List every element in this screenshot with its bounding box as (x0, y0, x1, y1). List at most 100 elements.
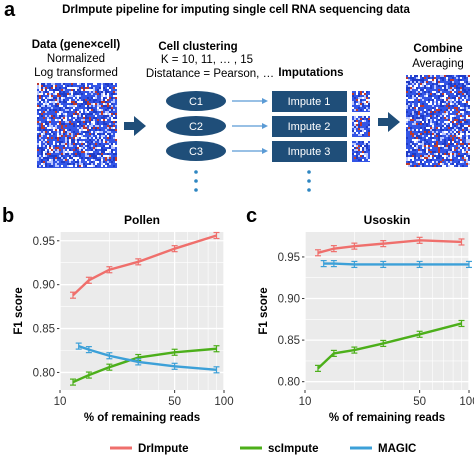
panel-c: c 0.80 0.85 0.90 0.95 10 50 100 Usoskin % of rem… (246, 205, 474, 424)
combined-heatmap (406, 75, 470, 167)
panel-c-letter: c (246, 205, 257, 227)
x-axis-label: % of remaining reads (329, 412, 445, 424)
cluster-c1: C1 (166, 91, 226, 111)
imputations-title: Imputations (278, 67, 343, 79)
data-point-magic (320, 260, 327, 268)
chart-title: Usoskin (364, 213, 411, 227)
data-point-magic (416, 260, 423, 269)
data-point-magic (135, 358, 142, 366)
cluster-c2-label: C2 (189, 121, 203, 133)
x-tick-label: 100 (214, 396, 233, 408)
y-tick-label: 0.80 (278, 377, 300, 389)
cluster-c1-label: C1 (189, 96, 203, 108)
x-tick-label: 10 (54, 396, 67, 408)
y-axis-label: F1 score (13, 287, 25, 334)
impute-3-label: Impute 3 (288, 146, 331, 158)
panel-b: b 0.80 0.85 0.90 0.95 10 50 100 Pollen % of rema… (2, 205, 234, 424)
data-log-transformed: Log transformed (34, 67, 118, 79)
clustering-distance: Distatance = Pearson, … (146, 68, 274, 80)
data-point-drimpute (351, 242, 358, 250)
impute-1: Impute 1 (272, 91, 347, 112)
cluster-c3: C3 (166, 141, 226, 161)
data-point-magic (106, 352, 113, 360)
data-point-drimpute (213, 231, 220, 240)
arrow-data-to-clustering (124, 116, 146, 136)
data-point-magic (75, 342, 82, 350)
data-point-drimpute (330, 245, 337, 253)
data-point-magic (351, 260, 358, 269)
data-point-drimpute (85, 276, 92, 284)
legend-item-drimpute: DrImpute (110, 443, 188, 455)
cell-clustering-title: Cell clustering (158, 41, 237, 53)
data-point-drimpute (135, 258, 142, 266)
data-point-scimpute (351, 346, 358, 354)
data-point-drimpute (106, 266, 113, 274)
data-point-scimpute (69, 378, 76, 386)
impute-ellipsis-dots (307, 170, 311, 192)
series-line-scimpute (72, 347, 217, 384)
data-point-scimpute (213, 345, 220, 353)
clustering-k-range: K = 10, 11, … , 15 (161, 54, 253, 66)
y-tick-label: 0.90 (33, 280, 55, 292)
y-tick-label: 0.85 (33, 324, 55, 336)
combine-title: Combine (413, 43, 462, 55)
data-point-drimpute (69, 291, 76, 299)
data-label: Data (gene×cell) (32, 39, 121, 51)
x-tick-label: 100 (459, 396, 474, 408)
arrow-imputes-to-combine (378, 112, 400, 132)
data-point-magic (466, 260, 472, 269)
legend-label: MAGIC (378, 443, 416, 455)
impute-2: Impute 2 (272, 116, 347, 137)
y-axis-label: F1 score (258, 287, 270, 334)
input-heatmap (37, 83, 117, 168)
data-point-magic (171, 362, 178, 370)
data-point-magic (380, 260, 387, 269)
y-tick-label: 0.95 (278, 252, 300, 264)
plot-background (60, 232, 224, 390)
panel-a: a DrImpute pipeline for imputing single … (4, 0, 470, 192)
y-tick-label: 0.95 (33, 236, 55, 248)
y-tick-label: 0.85 (278, 335, 300, 347)
impute-1-heatmap (352, 91, 370, 112)
legend-label: DrImpute (138, 443, 188, 455)
data-normalized: Normalized (47, 53, 105, 65)
chart-pollen: 0.80 0.85 0.90 0.95 10 50 100 Pollen % of remain… (13, 213, 234, 424)
panel-a-title: DrImpute pipeline for imputing single ce… (62, 4, 410, 16)
plot-background (305, 232, 469, 390)
x-tick-label: 50 (413, 396, 426, 408)
x-axis-label: % of remaining reads (84, 412, 200, 424)
data-point-scimpute (416, 330, 423, 338)
data-point-drimpute (380, 240, 387, 248)
data-point-magic (85, 346, 92, 354)
data-point-scimpute (458, 319, 465, 328)
data-point-scimpute (314, 364, 321, 372)
chart-title: Pollen (124, 213, 160, 227)
combine-averaging: Averaging (412, 58, 464, 70)
data-point-scimpute (330, 349, 337, 358)
y-tick-label: 0.80 (33, 367, 55, 379)
series-line-drimpute (317, 239, 462, 254)
data-point-scimpute (85, 371, 92, 379)
cluster-c2: C2 (166, 116, 226, 136)
data-point-drimpute (458, 238, 465, 246)
legend: DrImpute scImpute MAGIC (110, 443, 416, 455)
x-tick-label: 50 (168, 396, 181, 408)
legend-item-magic: MAGIC (350, 443, 416, 455)
cluster-ellipsis-dots (194, 170, 198, 192)
legend-item-scimpute: scImpute (240, 443, 319, 455)
x-tick-label: 10 (299, 396, 312, 408)
panel-b-letter: b (2, 205, 14, 227)
series-line-magic (323, 262, 469, 266)
data-point-drimpute (416, 236, 423, 244)
data-point-drimpute (171, 245, 178, 253)
chart-usoskin: 0.80 0.85 0.90 0.95 10 50 100 Usoskin % of remai… (258, 213, 474, 424)
impute-1-label: Impute 1 (288, 96, 331, 108)
data-point-magic (330, 260, 337, 268)
cluster-to-impute-arrows (232, 98, 268, 154)
impute-2-label: Impute 2 (288, 121, 331, 133)
panel-a-letter: a (4, 0, 16, 21)
y-tick-label: 0.90 (278, 294, 300, 306)
data-point-magic (213, 366, 220, 374)
impute-3-heatmap (352, 141, 370, 162)
